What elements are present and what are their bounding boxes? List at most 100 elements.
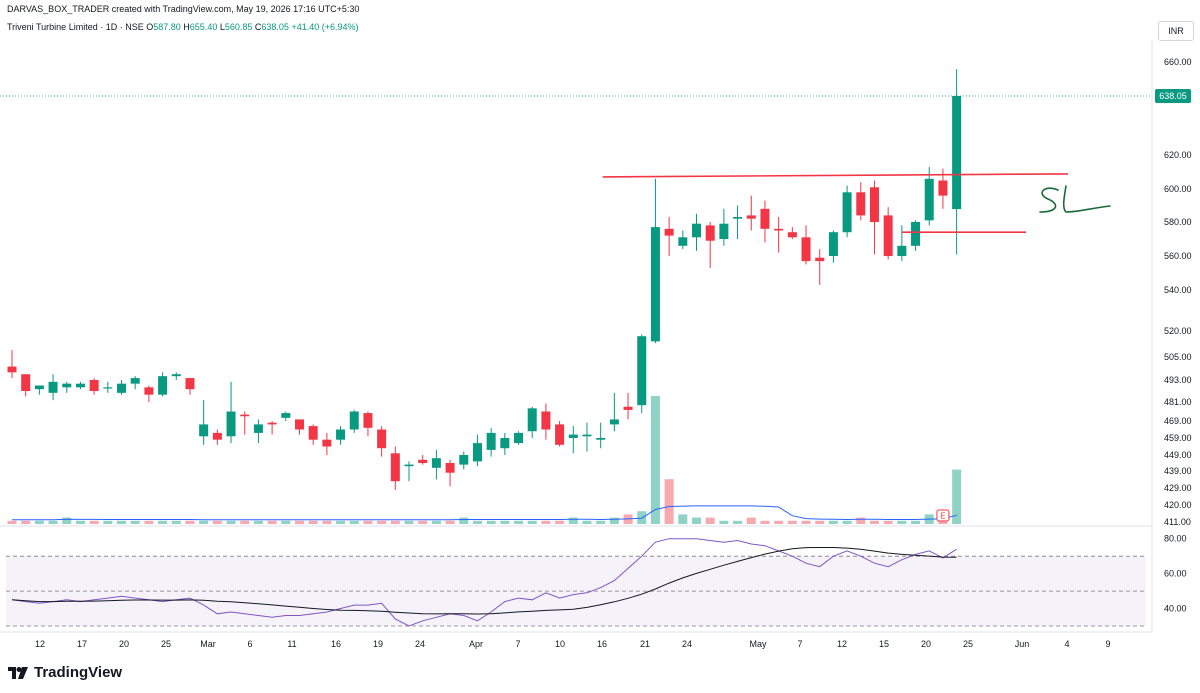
candle-body	[883, 215, 893, 256]
candle-body	[555, 424, 565, 445]
price-axis-tick: 600.00	[1164, 184, 1192, 194]
candle-body	[650, 227, 660, 342]
candle-body	[596, 438, 606, 440]
volume-bar	[390, 520, 400, 524]
time-axis-label: May	[749, 639, 767, 649]
candle-body	[869, 187, 879, 222]
volume-bar	[555, 520, 565, 524]
price-axis-tick: 560.00	[1164, 251, 1192, 261]
price-axis-tick: 469.00	[1164, 416, 1192, 426]
candle-body	[760, 208, 770, 229]
candle-body	[527, 408, 537, 432]
tradingview-logo-icon	[8, 666, 28, 679]
volume-bar	[705, 517, 715, 524]
candle-body	[431, 458, 441, 468]
volume-bar	[897, 520, 907, 524]
price-axis-tick: 540.00	[1164, 285, 1192, 295]
rsi-line	[11, 538, 957, 627]
candle-body	[664, 228, 674, 236]
candle-body	[404, 464, 414, 467]
volume-bar	[856, 517, 866, 524]
volume-bar	[349, 520, 359, 524]
author-line: DARVAS_BOX_TRADER created with TradingVi…	[7, 4, 360, 14]
candle-body	[377, 429, 387, 449]
candle-body	[212, 432, 222, 440]
time-axis-label: 20	[119, 639, 129, 649]
volume-bar	[171, 520, 181, 524]
time-axis-label: 12	[837, 639, 847, 649]
volume-bar	[815, 520, 825, 524]
volume-bar	[760, 520, 770, 524]
volume-bar	[719, 520, 729, 524]
candle-body	[952, 96, 962, 210]
volume-bar	[322, 520, 332, 524]
volume-bar	[650, 396, 660, 524]
candle-body	[733, 217, 743, 219]
candle-body	[226, 411, 236, 437]
candle-body	[48, 381, 58, 393]
rsi-ma-line	[11, 547, 957, 615]
candle-body	[117, 383, 127, 393]
candle-body	[253, 424, 263, 433]
candle-body	[89, 380, 99, 391]
volume-bar	[89, 520, 99, 524]
volume-bar	[692, 517, 701, 524]
currency-button[interactable]: INR	[1158, 21, 1194, 41]
time-axis-label: 24	[415, 639, 425, 649]
candle-body	[486, 432, 496, 450]
candle-body	[842, 192, 852, 233]
time-axis-label: 16	[597, 639, 607, 649]
time-axis-label: Mar	[200, 639, 216, 649]
candle-body	[692, 223, 701, 238]
candle-body	[294, 419, 304, 430]
earnings-marker-badge	[936, 509, 950, 522]
candle-body	[774, 228, 784, 231]
volume-bar	[62, 517, 72, 524]
candle-body	[7, 366, 17, 373]
price-axis-tick: 481.00	[1164, 397, 1192, 407]
price-axis-tick: 420.00	[1164, 500, 1192, 510]
time-axis-label: 15	[879, 639, 889, 649]
time-axis-label: 24	[682, 639, 692, 649]
volume-bar	[609, 517, 619, 524]
candle-body	[267, 422, 277, 425]
volume-bar	[34, 520, 44, 524]
volume-bar	[774, 520, 784, 524]
price-axis-tick: 449.00	[1164, 450, 1192, 460]
candle-body	[746, 215, 756, 219]
volume-bar	[212, 520, 222, 524]
volume-bar	[472, 520, 482, 524]
time-axis-label: 6	[247, 639, 252, 649]
volume-bar	[404, 520, 414, 524]
volume-bar	[226, 520, 236, 524]
candle-body	[199, 424, 209, 437]
volume-bar	[267, 520, 277, 524]
volume-bar	[294, 520, 304, 524]
time-axis-label: 25	[963, 639, 973, 649]
volume-bar	[336, 520, 346, 524]
candle-body	[719, 223, 729, 239]
symbol-name[interactable]: Triveni Turbine Limited · 1D · NSE	[7, 22, 144, 32]
last-price-label-bg	[1155, 89, 1191, 103]
volume-bar	[253, 520, 263, 524]
time-axis-label: 20	[921, 639, 931, 649]
candle-body	[801, 237, 811, 262]
volume-bar	[308, 520, 318, 524]
volume-bar	[801, 520, 811, 524]
volume-bar	[377, 520, 387, 524]
candle-body	[322, 439, 332, 447]
price-axis-tick: 505.00	[1164, 352, 1192, 362]
time-axis-label: 19	[373, 639, 383, 649]
volume-bar	[144, 520, 154, 524]
volume-bar	[199, 520, 209, 524]
price-axis-tick: 660.00	[1164, 57, 1192, 67]
candle-body	[609, 419, 619, 425]
candle-body	[568, 434, 578, 438]
symbol-legend: Triveni Turbine Limited · 1D · NSE O587.…	[7, 22, 359, 32]
last-price-label: 638.05	[1159, 91, 1187, 101]
volume-bar	[514, 520, 524, 524]
time-axis-label: 4	[1064, 639, 1069, 649]
candle-body	[541, 411, 551, 430]
time-axis-label: Apr	[469, 639, 483, 649]
